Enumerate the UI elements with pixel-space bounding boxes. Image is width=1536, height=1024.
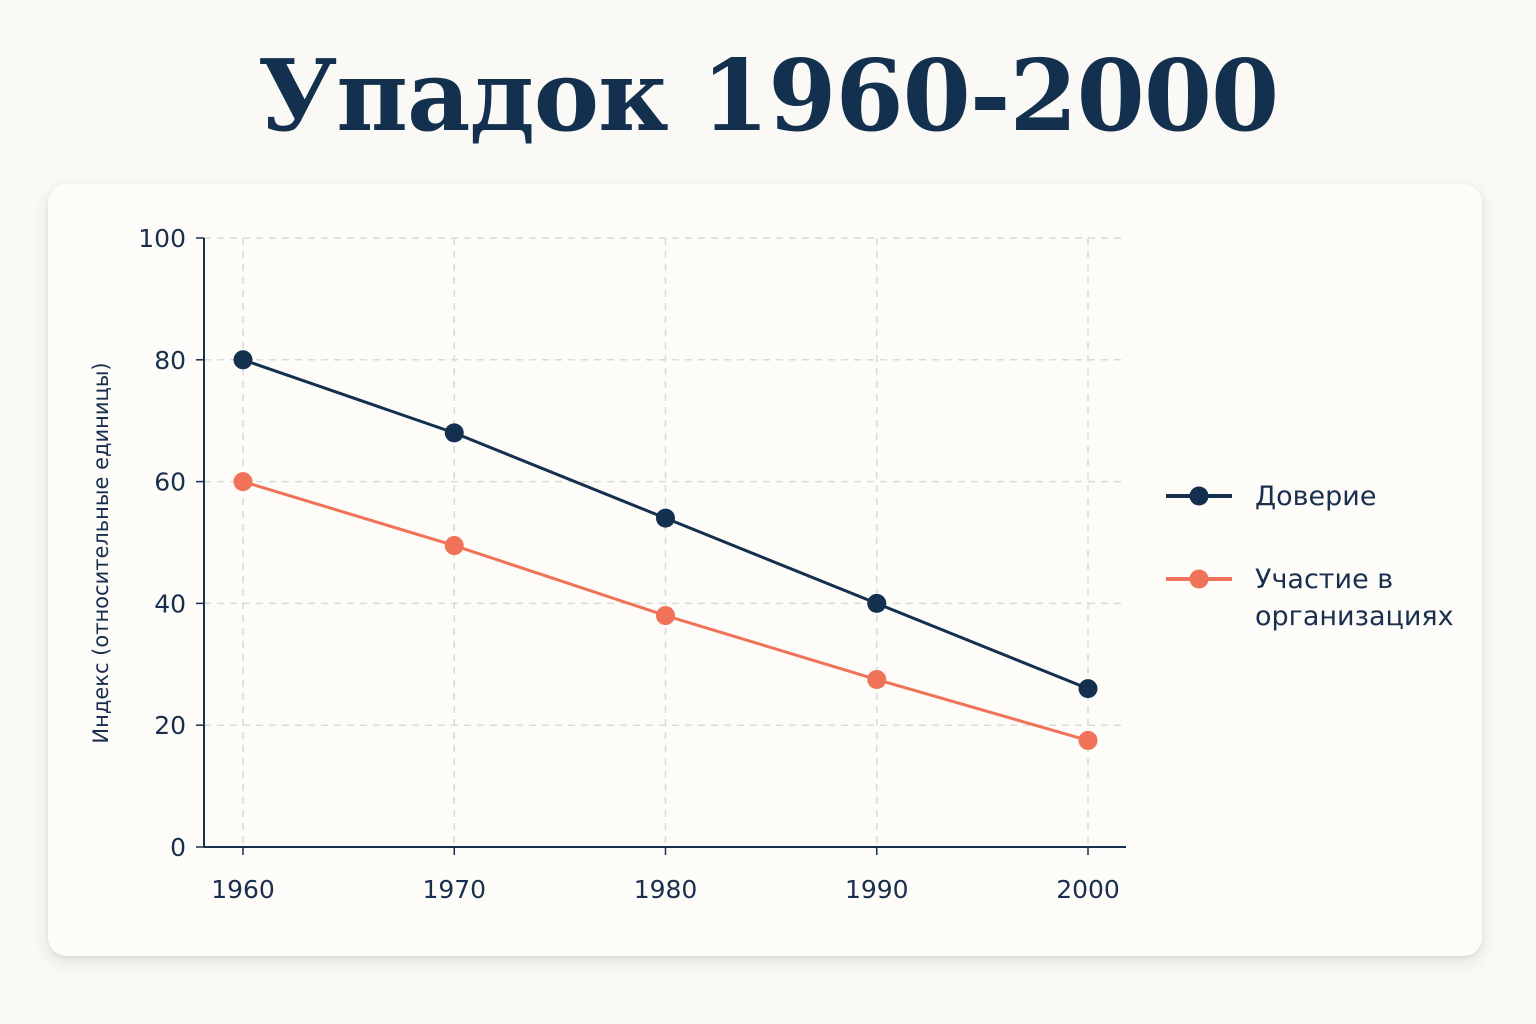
y-tick-label: 40: [154, 589, 186, 618]
legend-swatch-marker: [1189, 569, 1209, 589]
legend-label-line: Доверие: [1255, 481, 1376, 512]
chart-title: Упадок 1960-2000: [257, 39, 1280, 154]
data-point: [656, 606, 675, 626]
y-tick-label: 20: [154, 711, 186, 740]
y-ticks: 0 20 40 60 80 100: [138, 224, 204, 862]
data-point: [233, 350, 253, 370]
legend-label-line: организациях: [1255, 601, 1454, 632]
x-ticks: 1960 1970 1980 1990 2000: [211, 847, 1120, 904]
series-group: [233, 350, 1098, 750]
grid: [204, 237, 1126, 847]
x-tick-label: 1960: [211, 875, 275, 904]
x-tick-label: 2000: [1056, 875, 1120, 904]
x-tick-label: 1970: [422, 875, 486, 904]
data-point: [444, 423, 464, 443]
data-point: [867, 670, 887, 690]
x-tick-label: 1990: [845, 875, 909, 904]
y-tick-label: 80: [154, 346, 186, 375]
legend: Доверие Участие в организациях: [1166, 481, 1454, 632]
x-tick-label: 1980: [634, 875, 698, 904]
data-point: [233, 472, 253, 492]
y-tick-label: 60: [154, 468, 186, 497]
y-tick-label: 100: [138, 224, 186, 253]
legend-swatch-marker: [1189, 486, 1209, 506]
y-tick-label: 0: [170, 833, 186, 862]
data-point: [444, 536, 464, 556]
legend-label: Участие в организациях: [1255, 564, 1454, 632]
y-axis-label: Индекс (относительные единицы): [89, 362, 113, 743]
data-point: [867, 593, 887, 613]
data-point: [1078, 730, 1098, 750]
data-point: [1078, 679, 1098, 699]
chart-card: [48, 184, 1482, 956]
legend-label-line: Участие в: [1255, 564, 1393, 595]
legend-label: Доверие: [1255, 481, 1376, 512]
data-point: [656, 508, 675, 528]
